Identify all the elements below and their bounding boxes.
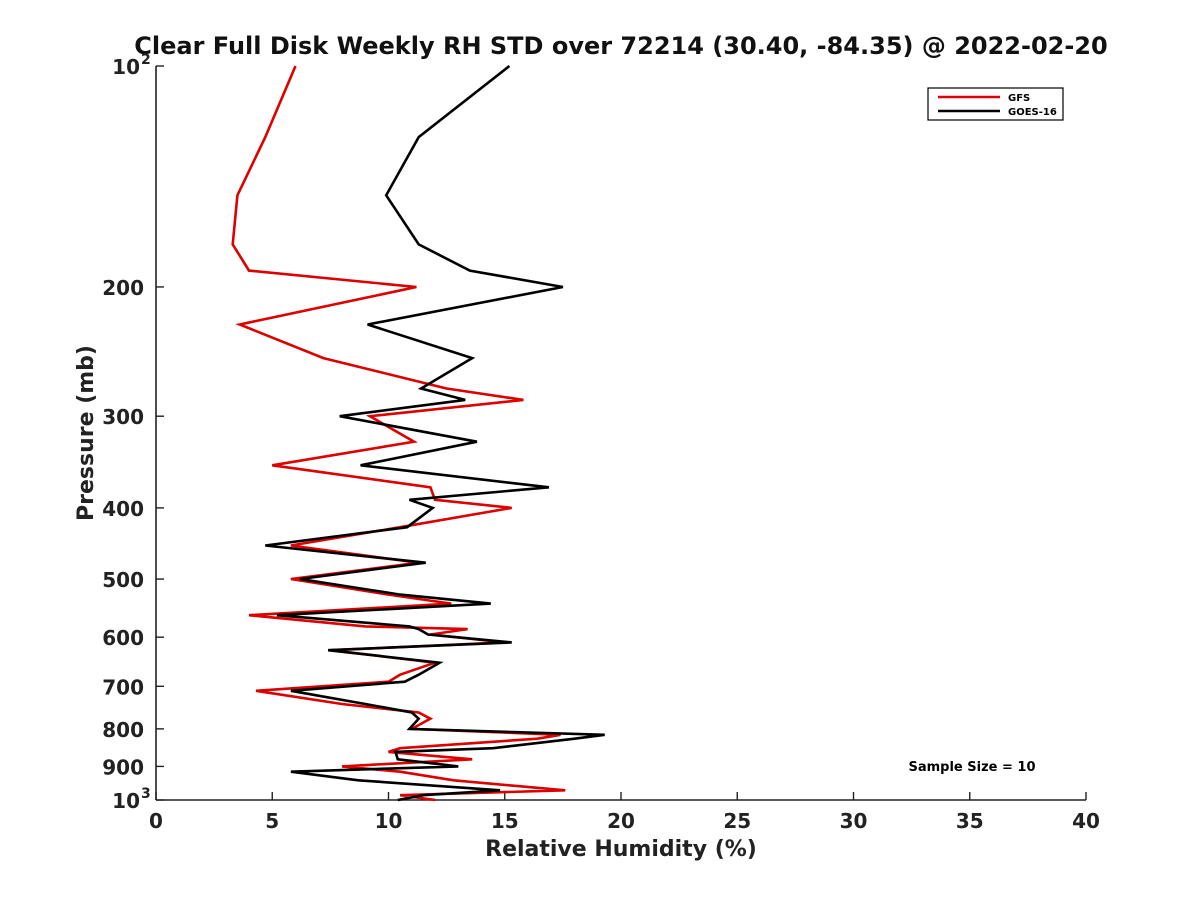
x-tick-label: 40 <box>1072 809 1100 833</box>
legend-goes16-label: GOES-16 <box>1008 107 1057 118</box>
x-tick-label: 30 <box>840 809 868 833</box>
y-tick-label: 500 <box>102 568 144 592</box>
y-tick-label: 200 <box>102 276 144 300</box>
legend-gfs-label: GFS <box>1008 93 1030 104</box>
y-tick-label: 400 <box>102 497 144 521</box>
y-tick-label: 300 <box>102 405 144 429</box>
legend: GFS GOES-16 <box>927 87 1064 121</box>
x-axis-label: Relative Humidity (%) <box>485 837 757 862</box>
y-tick-label: 900 <box>102 755 144 779</box>
chart-title: Clear Full Disk Weekly RH STD over 72214… <box>134 32 1107 60</box>
y-axis-label: Pressure (mb) <box>74 345 99 521</box>
y-tick-label: 10 <box>112 55 140 79</box>
y-tick-label: 800 <box>102 718 144 742</box>
y-tick-label: 700 <box>102 675 144 699</box>
y-tick-exponent: 2 <box>141 52 151 68</box>
x-tick-label: 0 <box>149 809 163 833</box>
y-tick-label: 10 <box>112 789 140 813</box>
x-tick-label: 15 <box>491 809 519 833</box>
series-line-goes-16 <box>265 64 605 802</box>
y-tick-exponent: 3 <box>141 786 151 802</box>
x-tick-label: 20 <box>607 809 635 833</box>
x-tick-label: 5 <box>265 809 279 833</box>
series-line-gfs <box>231 65 566 802</box>
series-layer <box>231 64 605 802</box>
x-ticks: 0 5 10 15 20 25 30 35 40 <box>149 792 1100 833</box>
x-tick-label: 10 <box>375 809 403 833</box>
x-tick-label: 25 <box>723 809 751 833</box>
legend-box <box>927 87 1064 121</box>
sample-size-annotation: Sample Size = 10 <box>908 760 1035 775</box>
y-tick-label: 600 <box>102 626 144 650</box>
x-tick-label: 35 <box>956 809 984 833</box>
